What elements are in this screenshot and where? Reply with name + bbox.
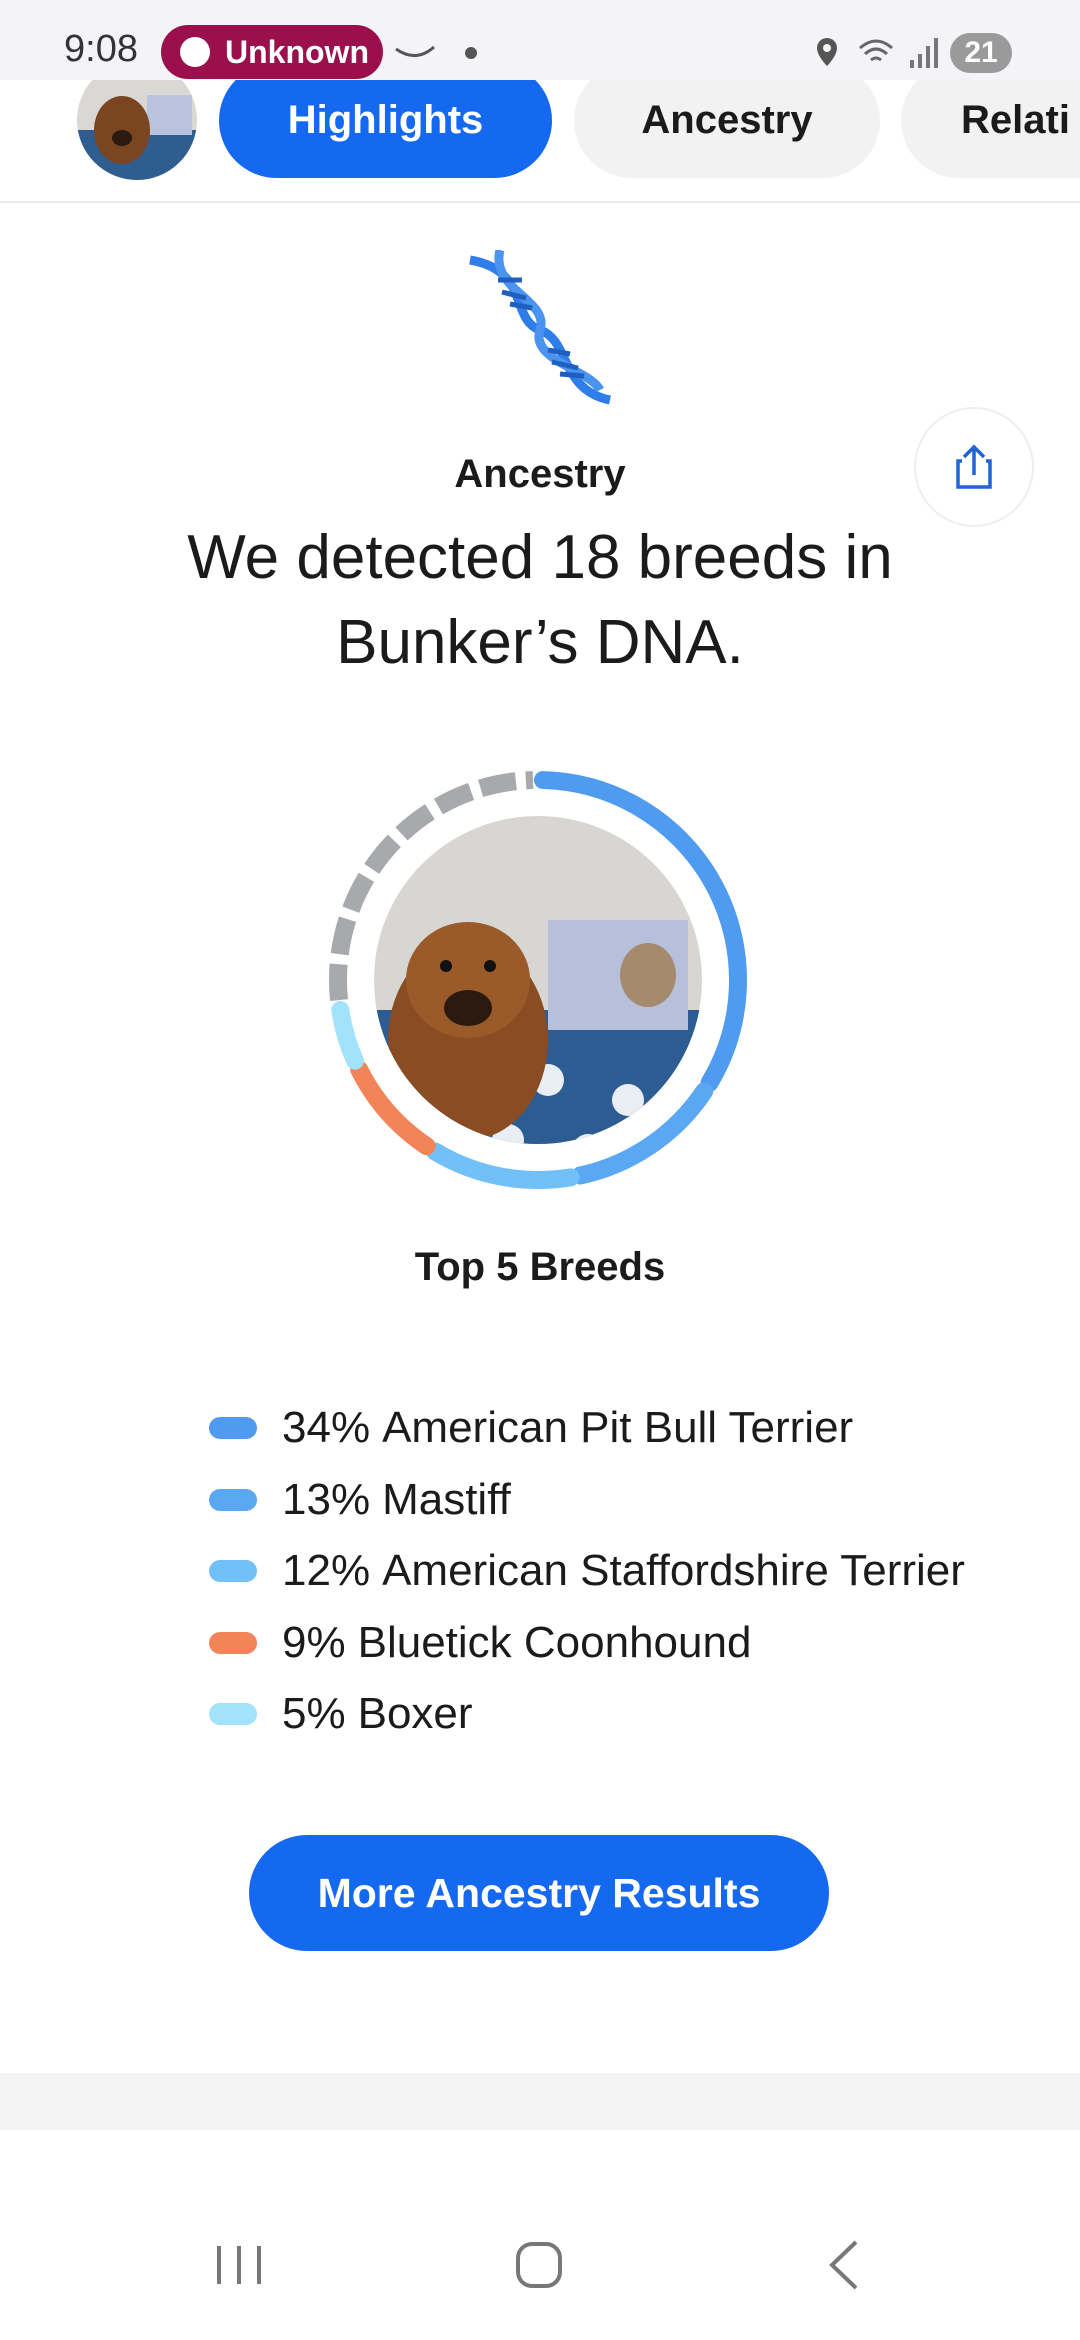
breed-percent: 12% xyxy=(282,1546,371,1596)
breed-percent: 34% xyxy=(282,1403,371,1452)
ring-segment xyxy=(426,1142,580,1189)
pet-avatar[interactable] xyxy=(77,80,197,180)
app-chip: Unknown xyxy=(161,25,383,79)
breed-name: American Staffordshire Terrier xyxy=(382,1546,965,1596)
legend-swatch xyxy=(209,1703,257,1726)
legend-row: 12% American Staffordshire Terrier xyxy=(209,1535,965,1607)
status-icons-right xyxy=(817,38,938,68)
section-label: Ancestry xyxy=(454,452,626,496)
back-button[interactable] xyxy=(829,2240,858,2290)
app-chip-icon xyxy=(180,37,210,67)
breed-name: Mastiff xyxy=(382,1474,511,1524)
status-icons-left xyxy=(395,45,477,59)
ring-other-breeds xyxy=(329,771,534,1001)
home-button[interactable] xyxy=(516,2242,562,2288)
legend-swatch xyxy=(209,1417,257,1439)
legend-row: 34% American Pit Bull Terrier xyxy=(209,1392,853,1464)
subheading: Top 5 Breeds xyxy=(414,1245,666,1289)
tab[interactable]: Relati xyxy=(901,80,1080,178)
tab-bar: Highlights Ancestry Relati xyxy=(0,80,1080,203)
legend-swatch xyxy=(209,1560,257,1583)
divider-band xyxy=(0,2073,1080,2130)
ring-segment xyxy=(331,1001,364,1070)
more-results-button[interactable]: More Ancestry Results xyxy=(249,1835,829,1951)
ring-segment xyxy=(533,771,747,1092)
breed-name: American Pit Bull Terrier xyxy=(382,1403,854,1452)
dna-icon xyxy=(469,250,612,405)
breed-percent: 5% xyxy=(282,1689,346,1739)
battery: 21 xyxy=(950,33,1012,73)
legend-row: 13% Mastiff xyxy=(209,1464,511,1536)
tab[interactable]: Highlights xyxy=(219,80,552,178)
share-button[interactable] xyxy=(912,405,1042,535)
breed-name: Boxer xyxy=(357,1689,473,1739)
tab[interactable]: Ancestry xyxy=(574,80,880,178)
breed-name: Bluetick Coonhound xyxy=(357,1617,752,1667)
legend-row: 5% Boxer xyxy=(209,1678,473,1750)
legend-swatch xyxy=(209,1488,257,1511)
ring-segment xyxy=(350,1060,436,1156)
ring-segment xyxy=(571,1082,714,1185)
status-time: 9:08 xyxy=(64,28,138,70)
breed-percent: 13% xyxy=(282,1474,371,1524)
breed-ring xyxy=(329,771,747,1189)
breed-percent: 9% xyxy=(282,1617,346,1667)
legend-swatch xyxy=(209,1631,257,1654)
recents-button[interactable] xyxy=(217,2246,261,2284)
headline: We detected 18 breeds in Bunker’s DNA. xyxy=(187,523,893,677)
legend-row: 9% Bluetick Coonhound xyxy=(209,1607,751,1679)
nav-bar xyxy=(217,2240,858,2290)
dog-photo xyxy=(374,816,702,1144)
